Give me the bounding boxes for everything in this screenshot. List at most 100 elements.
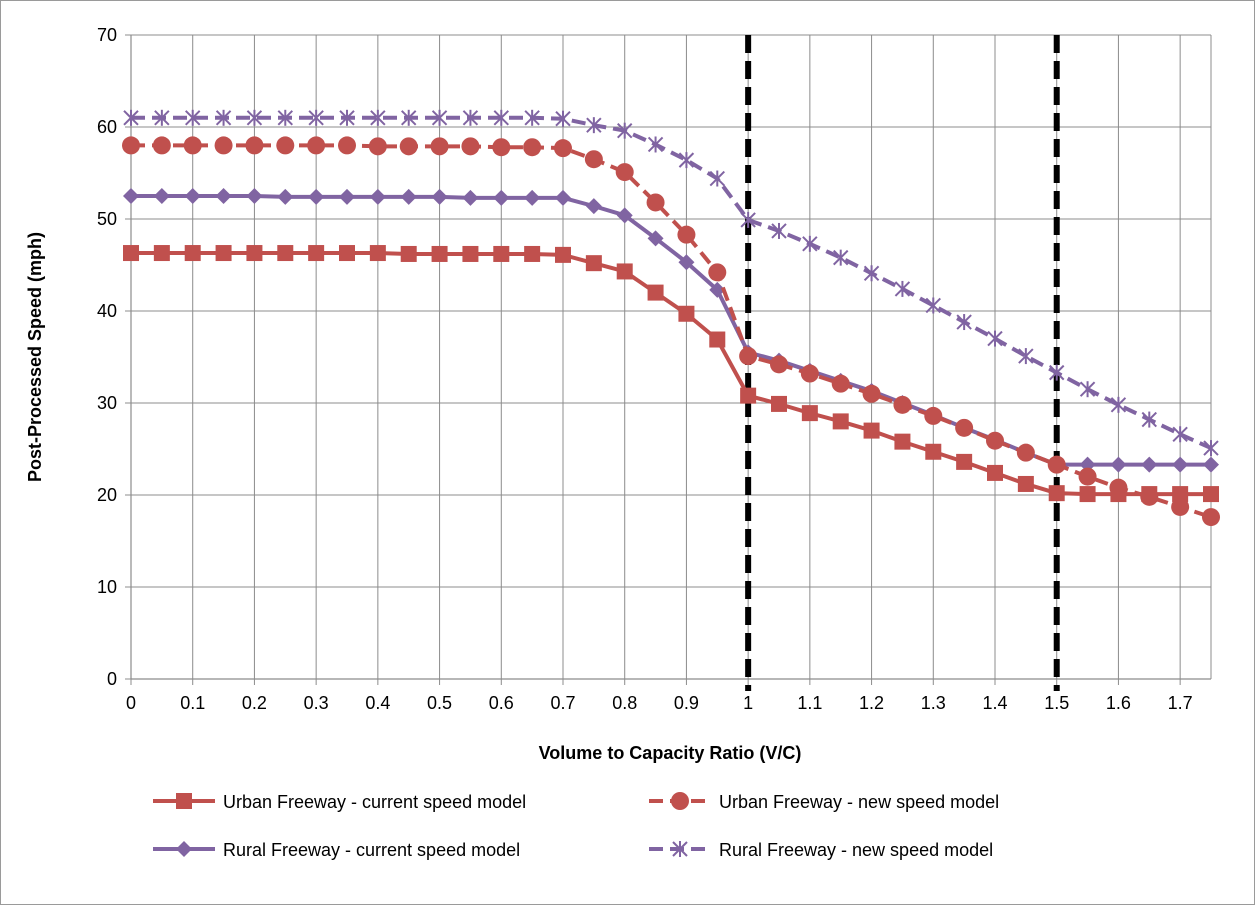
data-point: [584, 150, 603, 169]
data-point: [245, 136, 264, 155]
data-point: [1049, 364, 1065, 381]
series-2: [123, 188, 1219, 473]
legend-item: Urban Freeway - current speed model: [153, 792, 526, 812]
data-point: [308, 109, 324, 126]
data-point: [771, 222, 787, 239]
data-point: [152, 136, 171, 155]
data-point: [462, 189, 479, 206]
data-point: [709, 331, 726, 348]
y-axis-title: Post-Processed Speed (mph): [25, 232, 45, 482]
y-tick-label: 40: [97, 301, 117, 321]
data-point: [462, 109, 479, 126]
legend-item: Rural Freeway - new speed model: [649, 840, 993, 860]
legend-label: Urban Freeway - new speed model: [719, 792, 999, 812]
data-point: [122, 136, 140, 155]
x-tick-label: 0.2: [242, 693, 267, 713]
data-point: [646, 193, 665, 212]
series-layer: [122, 109, 1220, 527]
data-point: [986, 431, 1004, 450]
data-point: [1048, 485, 1065, 502]
data-point: [430, 137, 449, 156]
data-point: [401, 109, 417, 126]
data-point: [338, 136, 356, 155]
data-point: [615, 163, 634, 182]
data-point: [1079, 381, 1096, 398]
y-tick-label: 0: [107, 669, 117, 689]
data-point: [862, 384, 881, 403]
data-point: [987, 330, 1003, 347]
x-tick-label: 0.1: [180, 693, 205, 713]
data-point: [276, 136, 295, 155]
data-point: [677, 225, 696, 244]
data-point: [1079, 486, 1096, 503]
legend-swatch-marker: [176, 841, 192, 857]
legend-swatch-marker: [672, 841, 688, 857]
data-point: [461, 137, 480, 156]
data-point: [123, 188, 139, 204]
data-point: [339, 109, 355, 126]
data-point: [123, 109, 139, 126]
y-tick-label: 10: [97, 577, 117, 597]
legend-label: Rural Freeway - current speed model: [223, 840, 520, 860]
data-point: [184, 188, 201, 204]
legend-swatch-marker: [176, 793, 192, 809]
x-tick-label: 0.5: [427, 693, 452, 713]
data-point: [185, 109, 201, 126]
data-point: [524, 245, 541, 262]
data-point: [1016, 443, 1035, 462]
data-point: [586, 117, 602, 134]
data-point: [831, 374, 850, 393]
data-point: [555, 246, 571, 263]
data-point: [1110, 456, 1127, 473]
data-point: [863, 265, 880, 282]
x-tick-label: 1: [743, 693, 753, 713]
series-3: [123, 109, 1219, 457]
x-tick-label: 1.2: [859, 693, 884, 713]
tick-labels: 0 10 20 30 40 50 60 70 0 0.1 0.2 0.3 0.4 0.5 0.6 0.7 0.8…: [97, 25, 1193, 713]
data-point: [740, 211, 756, 228]
x-tick-label: 1.7: [1168, 693, 1193, 713]
data-point: [708, 263, 727, 282]
data-point: [555, 189, 571, 206]
data-point: [893, 395, 912, 414]
data-point: [1203, 486, 1219, 503]
x-tick-label: 0.4: [365, 693, 390, 713]
data-point: [647, 136, 664, 153]
y-tick-label: 50: [97, 209, 117, 229]
series-0: [123, 245, 1219, 503]
x-tick-label: 0.7: [550, 693, 575, 713]
data-point: [678, 305, 695, 322]
data-point: [800, 364, 819, 383]
data-point: [955, 418, 974, 437]
data-point: [956, 453, 973, 470]
data-point: [585, 198, 602, 215]
y-tick-label: 30: [97, 393, 117, 413]
data-point: [802, 235, 818, 252]
data-point: [616, 263, 633, 280]
data-point: [678, 152, 695, 169]
legend: Urban Freeway - current speed model Urban…: [153, 792, 999, 860]
data-point: [616, 207, 633, 224]
data-point: [1018, 348, 1034, 365]
data-point: [1172, 456, 1189, 473]
data-point: [925, 297, 941, 314]
data-point: [1141, 456, 1158, 473]
y-tick-label: 70: [97, 25, 117, 45]
data-point: [585, 255, 602, 272]
data-point: [1202, 508, 1220, 527]
x-tick-label: 1.6: [1106, 693, 1131, 713]
data-point: [1203, 456, 1219, 473]
data-point: [739, 347, 758, 366]
series-line: [131, 251, 1211, 497]
data-point: [678, 254, 695, 271]
data-point: [492, 138, 511, 157]
data-point: [987, 464, 1003, 481]
data-point: [431, 245, 448, 262]
data-point: [462, 245, 479, 262]
data-point: [215, 188, 232, 204]
data-point: [400, 245, 417, 262]
data-point: [154, 109, 170, 126]
x-tick-label: 0.6: [489, 693, 514, 713]
y-tick-label: 60: [97, 117, 117, 137]
